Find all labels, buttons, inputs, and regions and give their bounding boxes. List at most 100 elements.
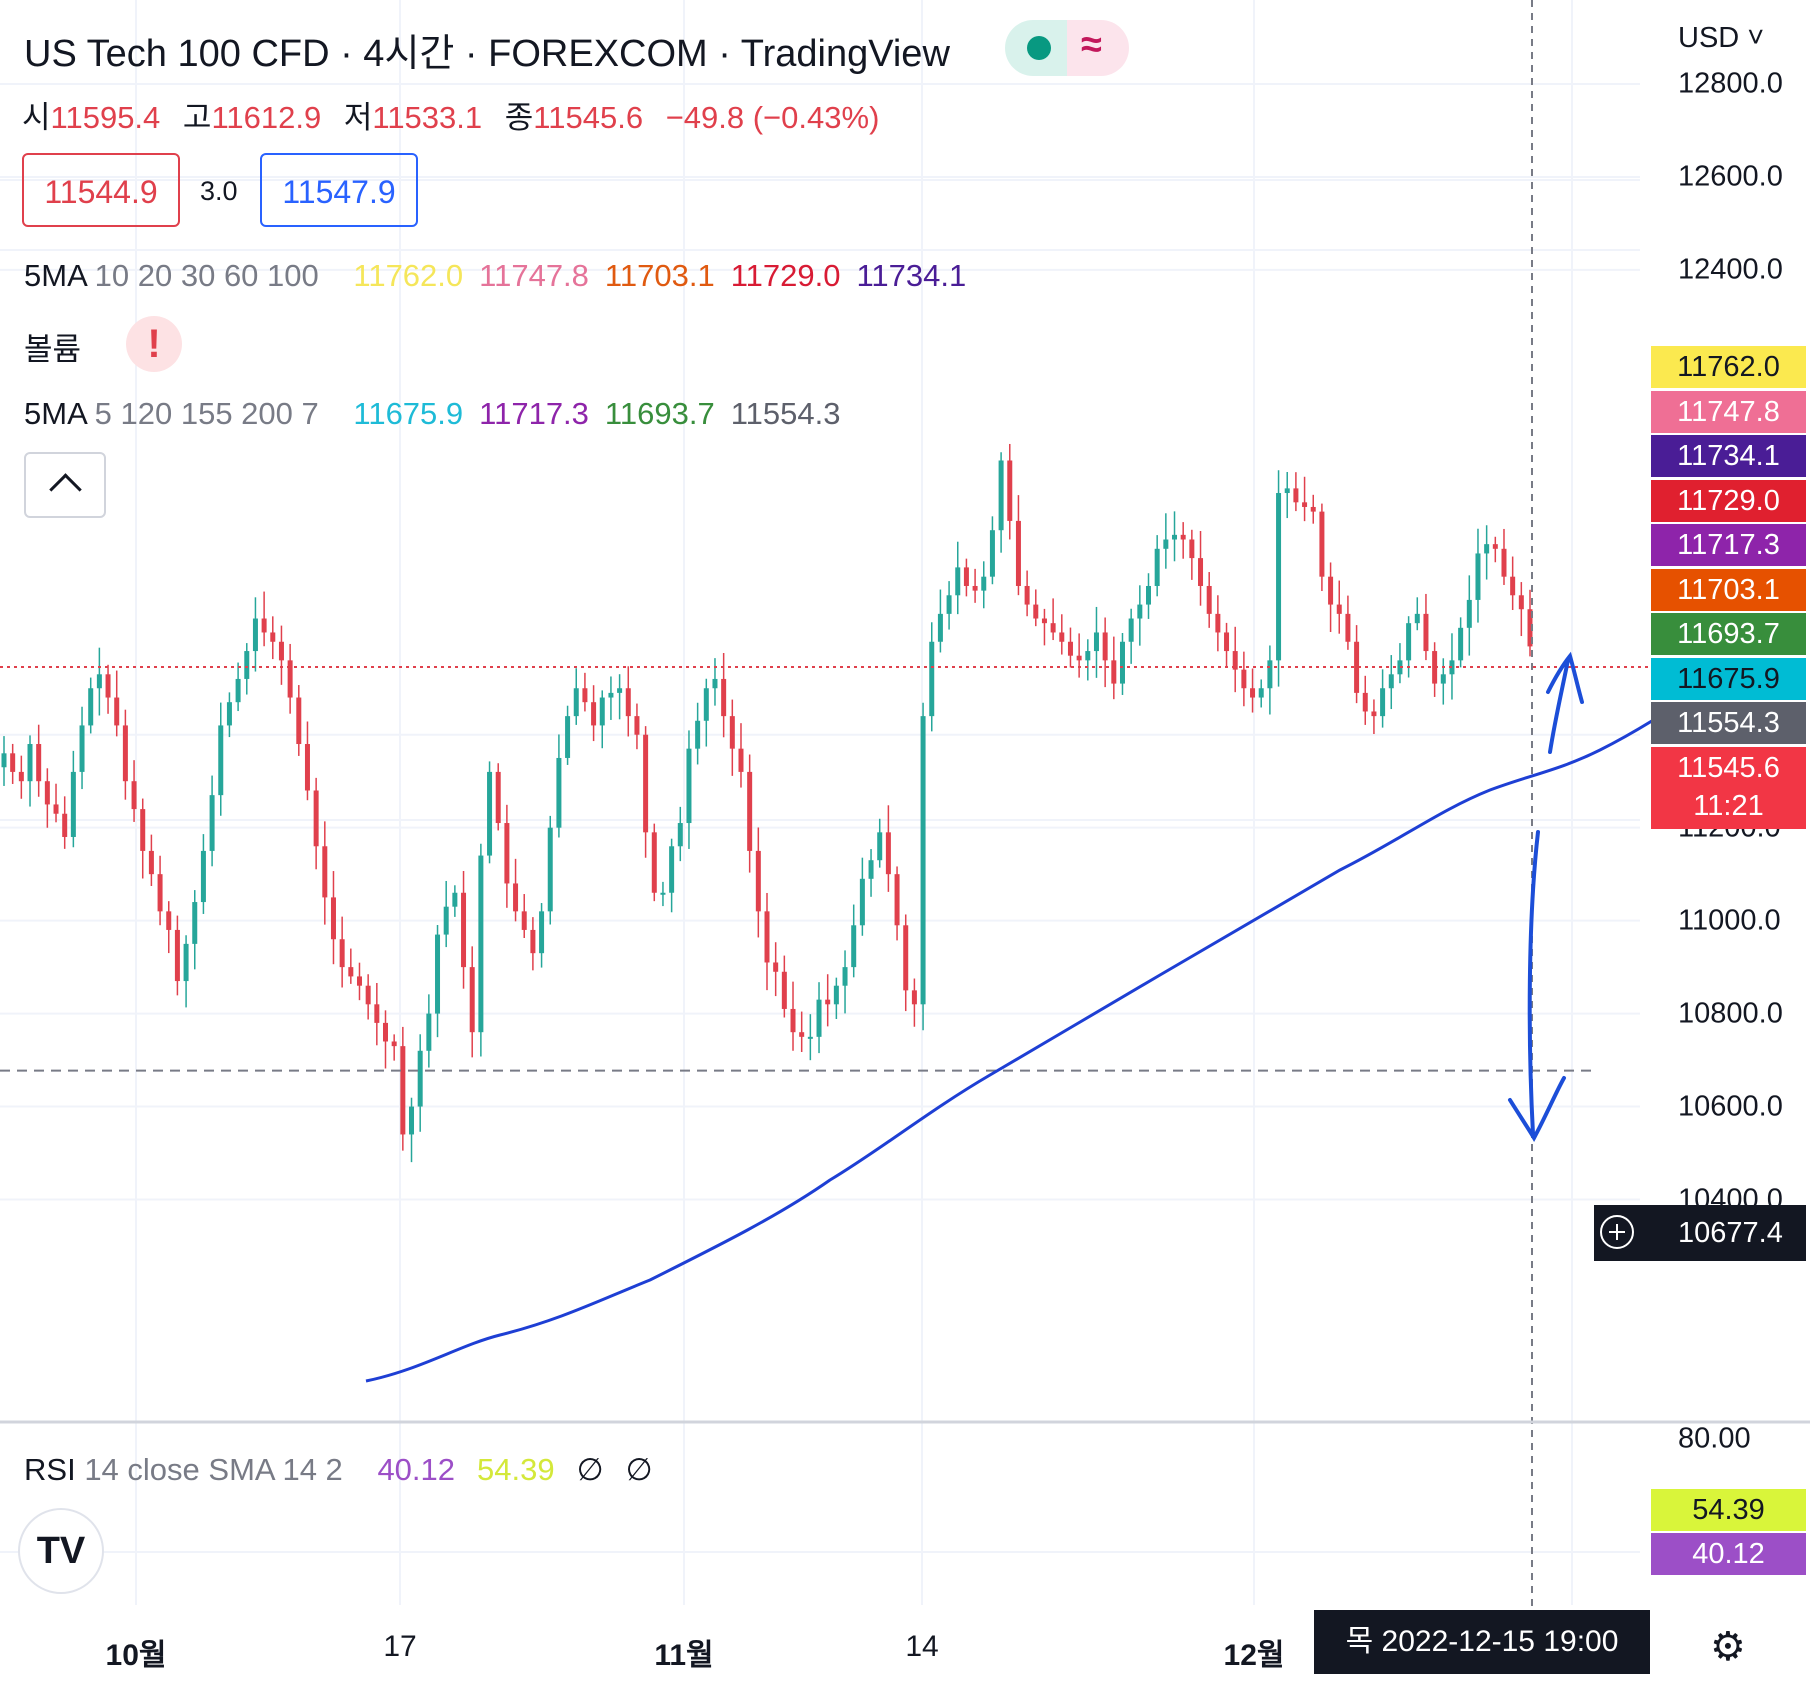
candle-body [1527, 609, 1533, 647]
candle-body [1215, 613, 1221, 633]
ma2-value: 11693.7 [604, 396, 715, 431]
collapse-legend-button[interactable] [24, 452, 106, 518]
price-label-value: 11747.8 [1677, 395, 1780, 428]
candle-body [1388, 674, 1394, 689]
price-tick-label: 12800.0 [1678, 67, 1783, 100]
candle-body [1362, 692, 1368, 712]
candle-body [192, 902, 198, 944]
candle-body [148, 850, 154, 875]
ma1-value: 11729.0 [730, 258, 841, 293]
tradingview-logo[interactable]: TV [18, 1508, 104, 1594]
candle-body [114, 697, 120, 726]
candle-body [70, 771, 76, 837]
candle-body [10, 753, 16, 772]
price-label-value: 11717.3 [1677, 529, 1780, 561]
open-label: 시 [22, 100, 51, 135]
time-tick-label: 12월 [1223, 1639, 1285, 1672]
ma-price-label: 11554.3 [1651, 702, 1806, 744]
ma-price-label: 11545.6 11:21 [1651, 746, 1806, 829]
candle-body [1, 753, 7, 768]
candle-body [1067, 641, 1073, 656]
gear-icon[interactable]: ⚙ [1710, 1625, 1746, 1669]
candle-body [790, 1008, 796, 1033]
high-label: 고 [182, 100, 212, 135]
annotation-up-arrow [1546, 651, 1584, 754]
candle-body [712, 678, 718, 689]
candle-body [1241, 669, 1247, 689]
candle-body [218, 725, 224, 796]
candle-body [920, 716, 926, 1005]
time-tick-label: 10월 [105, 1639, 167, 1672]
candle-body [634, 716, 640, 735]
candle-body [868, 860, 874, 879]
candle-body [1492, 544, 1498, 549]
candle-body [226, 702, 232, 726]
rsi-value: 40.12 [377, 1452, 456, 1487]
candle-body [799, 1032, 805, 1037]
annotation-down-arrow [1508, 830, 1566, 1143]
candle-body [833, 985, 839, 1005]
candle-body [1059, 632, 1065, 642]
candle-body [409, 1106, 415, 1135]
candle-body [487, 771, 493, 856]
candle-body [842, 967, 848, 986]
candle-body [88, 688, 94, 726]
candle-body [140, 809, 146, 851]
candle-body [461, 892, 467, 968]
low-value: 11533.1 [372, 100, 483, 135]
indicator-args: 5 120 155 200 7 [94, 396, 319, 431]
warning-icon[interactable]: ! [126, 316, 182, 372]
candle-body [1371, 711, 1377, 717]
indicator-args: 14 close SMA 14 2 [84, 1452, 343, 1487]
candle-body [1119, 641, 1125, 684]
volume-indicator-legend[interactable]: 볼륨 [24, 332, 82, 367]
candle-body [435, 934, 441, 1014]
ma-price-label: 11729.0 [1651, 479, 1806, 522]
candle-body [339, 939, 345, 968]
bar-countdown: 11:21 [1693, 789, 1764, 822]
ma-indicator-legend-2[interactable]: 5MA 5 120 155 200 7 11675.9 11717.3 11693.… [24, 396, 856, 432]
add-alert-plus-icon[interactable] [1600, 1215, 1634, 1249]
candle-body [1440, 674, 1446, 684]
ma-trend-line [365, 714, 1661, 1383]
rsi-sma-price-label: 54.39 [1651, 1489, 1806, 1531]
candle-body [1328, 576, 1334, 605]
candle-body [686, 748, 692, 824]
ma1-value: 11762.0 [353, 258, 464, 293]
candle-body [504, 823, 510, 884]
candle-body [807, 1036, 813, 1039]
price-tick-label: 10600.0 [1678, 1090, 1783, 1123]
candle-body [96, 674, 102, 689]
candle-body [1423, 613, 1429, 652]
close-value: 11545.6 [533, 100, 644, 135]
rsi-indicator-legend[interactable]: RSI 14 close SMA 14 2 40.12 54.39 ∅ ∅ [24, 1452, 675, 1488]
candle-body [816, 999, 822, 1037]
currency-selector[interactable]: USD ˅ [1678, 22, 1765, 54]
candle-body [1015, 520, 1021, 586]
buy-price-button[interactable]: 11547.9 [260, 153, 418, 227]
indicator-name: 5MA [24, 258, 87, 293]
ma-price-label: 11703.1 [1651, 568, 1806, 611]
ma-indicator-legend-1[interactable]: 5MA 10 20 30 60 100 11762.0 11747.8 11703.… [24, 258, 982, 294]
candle-body [729, 716, 735, 749]
candle-body [1137, 604, 1143, 619]
candle-body [1224, 632, 1230, 652]
candle-body [1466, 599, 1472, 628]
candle-body [1024, 585, 1030, 605]
candle-body [963, 567, 969, 586]
candle-body [348, 967, 354, 977]
ma-price-label: 11693.7 [1651, 613, 1806, 655]
wave-icon: ≈ [1081, 24, 1102, 66]
market-status-pill[interactable]: ≈ [1005, 20, 1129, 76]
low-label: 저 [343, 100, 373, 135]
price-label-value: 11554.3 [1677, 707, 1780, 739]
candle-body [322, 846, 328, 898]
candle-body [183, 943, 189, 982]
sell-price-button[interactable]: 11544.9 [22, 153, 180, 227]
candle-body [625, 688, 631, 717]
indicator-args: 10 20 30 60 100 [94, 258, 319, 293]
candle-body [270, 632, 276, 642]
crosshair-time-label: 목 2022-12-15 19:00 [1314, 1610, 1650, 1674]
candle-body [573, 688, 579, 717]
